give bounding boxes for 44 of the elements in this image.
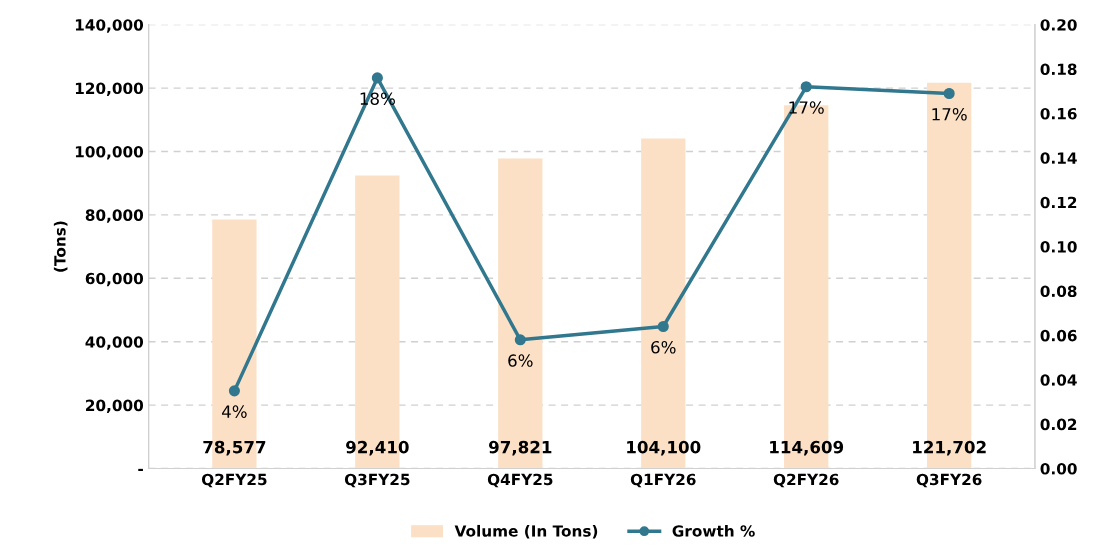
legend-label: Volume (In Tons) bbox=[454, 524, 598, 539]
point bbox=[514, 334, 526, 346]
y-tick-label: 80,000 bbox=[85, 209, 144, 223]
y2-tick-label: 0.10 bbox=[1040, 241, 1077, 253]
point bbox=[371, 72, 383, 84]
y2-tick-label: 0.12 bbox=[1040, 196, 1077, 209]
point bbox=[657, 320, 669, 333]
y2-tick-label: 0.02 bbox=[1040, 418, 1077, 431]
y2-tick-label: 0.08 bbox=[1040, 285, 1077, 298]
y2-tick-label: 0.20 bbox=[1040, 19, 1077, 31]
data-label: 92,410 bbox=[346, 440, 409, 456]
data-label: 121,702 bbox=[913, 440, 986, 456]
data-label: 104,100 bbox=[627, 440, 701, 456]
point bbox=[228, 385, 240, 397]
y2-tick-label: 0.18 bbox=[1040, 63, 1077, 76]
y-tick-label: 140,000 bbox=[75, 19, 144, 33]
y-axis-title: (Tons) bbox=[53, 221, 68, 272]
point bbox=[800, 81, 812, 93]
y-tick-label: 120,000 bbox=[75, 82, 144, 97]
y-tick-label: 100,000 bbox=[75, 145, 144, 160]
data-label: 114,609 bbox=[770, 440, 844, 456]
y-tick-label: 20,000 bbox=[86, 399, 144, 414]
data-label: 6% bbox=[508, 354, 533, 367]
y2-tick-label: 0.14 bbox=[1040, 152, 1077, 164]
data-label: 78,577 bbox=[203, 440, 266, 456]
legend-label: Growth % bbox=[672, 524, 755, 537]
y2-tick-label: 0.00 bbox=[1040, 463, 1077, 475]
y2-tick-label: 0.04 bbox=[1040, 374, 1077, 386]
y2-tick-label: 0.16 bbox=[1040, 107, 1077, 120]
x-tick-label: Q4FY25 bbox=[487, 473, 553, 488]
data-label: 17% bbox=[932, 107, 967, 121]
y-tick-label: 60,000 bbox=[85, 272, 144, 287]
y-tick-label: 40,000 bbox=[85, 336, 144, 350]
y-tick-label: - bbox=[138, 468, 143, 472]
y2-tick-label: 0.06 bbox=[1040, 329, 1077, 342]
x-tick-label: Q3FY25 bbox=[344, 473, 410, 488]
x-tick-label: Q3FY26 bbox=[916, 473, 982, 488]
x-tick-label: Q2FY25 bbox=[201, 473, 267, 488]
x-tick-label: Q2FY26 bbox=[773, 473, 839, 488]
point bbox=[943, 87, 955, 100]
x-tick-label: Q1FY26 bbox=[630, 473, 696, 488]
data-label: 4% bbox=[222, 405, 247, 418]
data-label: 97,821 bbox=[489, 440, 552, 456]
data-label: 6% bbox=[651, 340, 676, 354]
